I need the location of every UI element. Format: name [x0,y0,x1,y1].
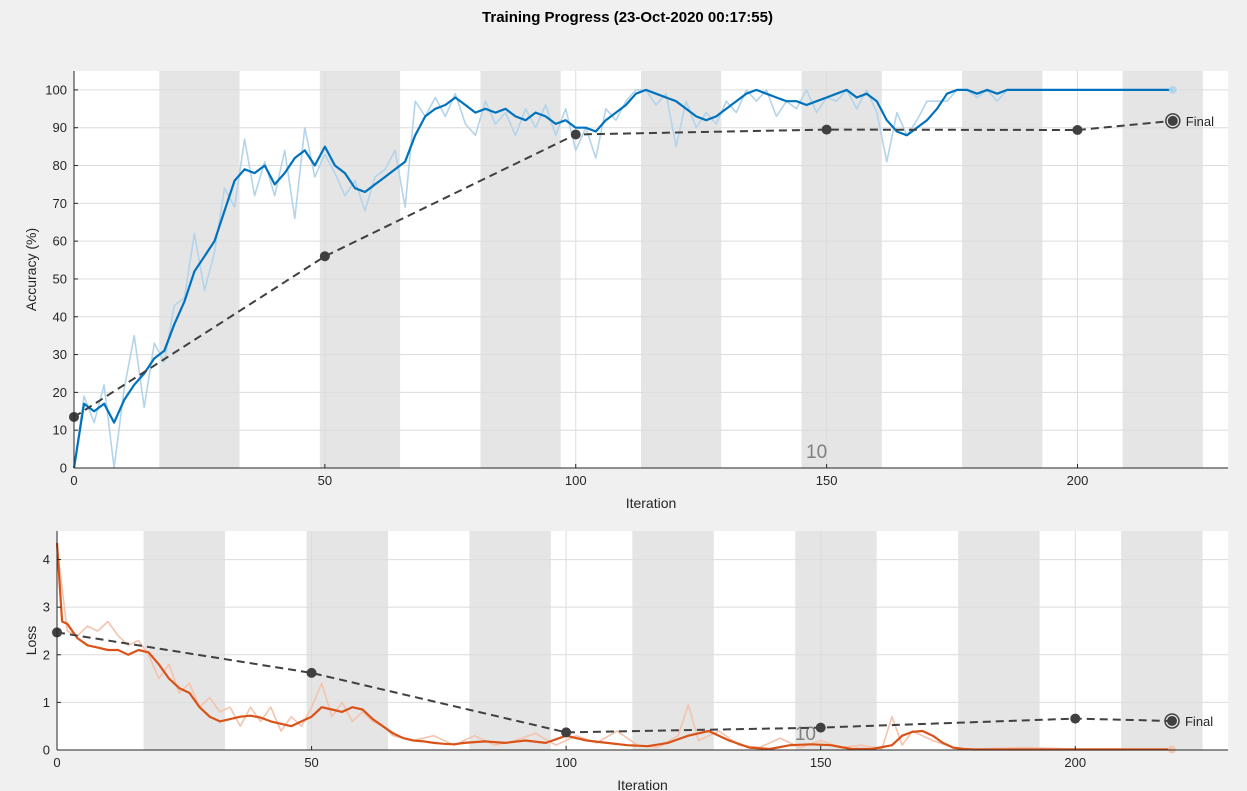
final-label: Final [1185,714,1213,729]
validation-point [1070,713,1081,724]
epoch-number-label: 10 [795,724,816,745]
epoch-band [640,71,722,468]
y-tick-label: 50 [53,271,67,286]
y-tick-label: 100 [45,82,67,97]
x-tick-label: 100 [555,755,577,770]
epoch-band [795,531,877,750]
validation-line [73,119,1173,418]
y-tick-label: 2 [43,647,50,662]
y-axis-label: Accuracy (%) [23,228,39,311]
validation-point [1166,715,1177,726]
y-tick-label: 80 [53,158,67,173]
accuracy-chart: 10 Final 0 50 100 150 200 0 10 20 30 40 50 60 70 80 90 10… [23,71,1228,511]
y-tick-label: 30 [53,347,67,362]
x-tick-label: 200 [1064,755,1086,770]
y-tick-label: 70 [53,196,67,211]
page-title: Training Progress (23-Oct-2020 00:17:55) [482,9,773,26]
x-tick-label: 100 [565,473,587,488]
epoch-band [632,531,714,750]
epoch-band [306,531,388,750]
validation-point [1167,115,1178,126]
validation-point [1072,124,1083,135]
epoch-number-label: 10 [806,442,827,463]
x-tick-label: 150 [810,755,832,770]
epoch-band [958,531,1040,750]
smoothed-training-line [55,542,1172,751]
y-tick-label: 4 [43,552,50,567]
final-training-point [1168,85,1177,94]
y-tick-label: 1 [43,695,50,710]
epoch-band [1122,71,1203,468]
final-label: Final [1186,114,1214,129]
epoch-band [469,531,551,750]
x-tick-label: 0 [70,473,77,488]
y-tick-label: 40 [53,309,67,324]
epoch-band [143,531,226,750]
y-tick-label: 10 [53,423,67,438]
validation-point [306,667,317,678]
epoch-band [1121,531,1203,750]
validation-point [561,727,572,738]
x-tick-label: 50 [318,473,332,488]
y-tick-label: 20 [53,385,67,400]
y-tick-label: 60 [53,234,67,249]
y-tick-label: 0 [60,461,67,476]
validation-point [570,129,581,140]
x-tick-label: 50 [304,755,318,770]
epoch-band [319,71,401,468]
y-axis-label: Loss [23,626,39,656]
validation-point [319,251,330,262]
validation-point [815,722,826,733]
validation-line [56,631,1173,734]
y-tick-label: 0 [43,743,50,758]
y-tick-label: 3 [43,600,50,615]
validation-point [821,124,832,135]
x-axis-label: Iteration [626,495,677,511]
x-tick-label: 200 [1067,473,1089,488]
raw-training-line [73,89,1173,469]
epoch-band [480,71,561,468]
final-validation-ring [1165,113,1181,129]
epoch-band [801,71,882,468]
y-tick-label: 90 [53,120,67,135]
x-tick-label: 150 [816,473,838,488]
final-validation-ring [1164,713,1180,729]
x-tick-label: 0 [53,755,60,770]
epoch-band [962,71,1043,468]
epoch-band [159,71,240,468]
x-axis-label: Iteration [617,777,668,791]
smoothed-training-line [72,88,1173,469]
